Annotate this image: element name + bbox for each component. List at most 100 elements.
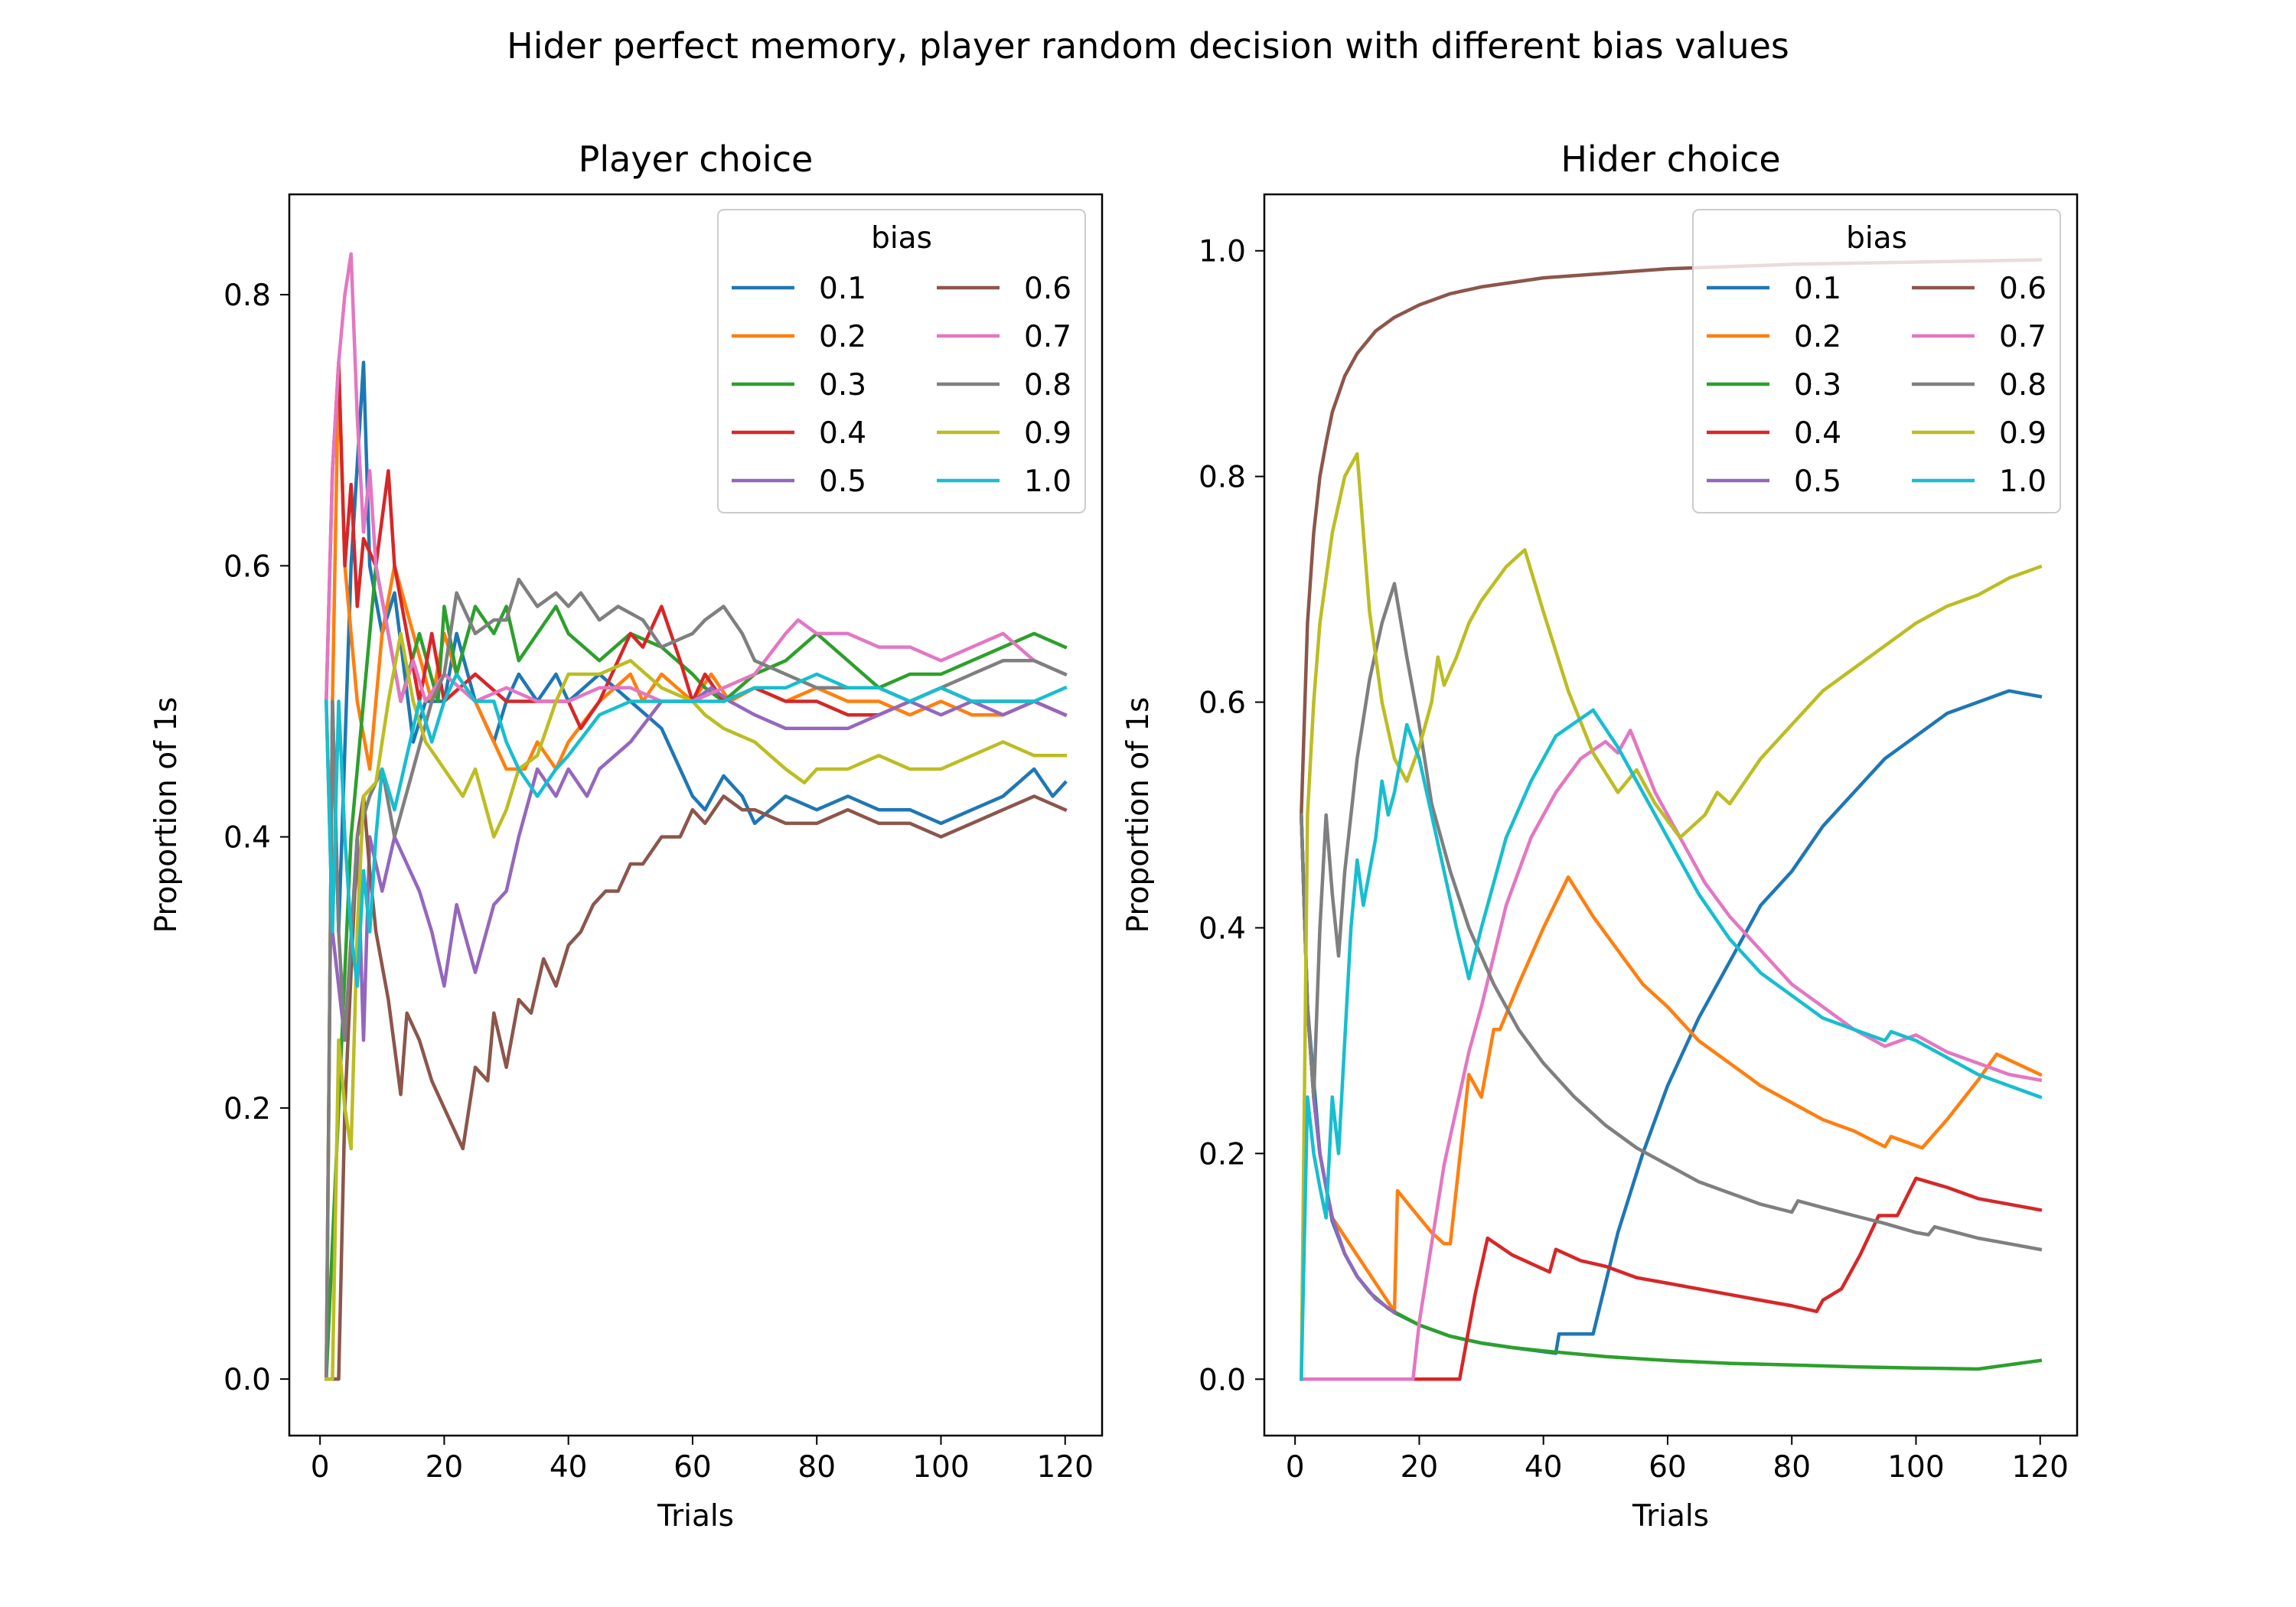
- legend-label: 0.6: [1024, 272, 1071, 306]
- legend-label: 0.4: [819, 416, 866, 451]
- plot-frame: [288, 193, 1104, 1437]
- legend-label: 0.2: [1794, 320, 1841, 354]
- legend-item-1-0: 1.0: [937, 464, 1071, 499]
- legend-label: 0.5: [819, 464, 866, 499]
- series-lines: [324, 252, 1068, 1381]
- legend-item-0-5: 0.5: [732, 464, 866, 499]
- x-tick-label: 120: [1037, 1450, 1094, 1485]
- y-tick-label: 0.6: [223, 549, 271, 584]
- series-line-0-2: [325, 360, 1068, 1381]
- x-tick-label: 80: [797, 1450, 836, 1485]
- legend-item-0-5: 0.5: [1707, 464, 1841, 499]
- y-axis-label: Proportion of 1s: [149, 697, 184, 934]
- x-axis-label: Trials: [657, 1499, 734, 1534]
- y-tick-label: 0.0: [1199, 1363, 1246, 1397]
- legend-label: 0.7: [1999, 320, 2047, 354]
- chart-title: Hider choice: [1561, 139, 1780, 180]
- legend-box: [717, 209, 1086, 513]
- legend-item-0-9: 0.9: [1912, 416, 2047, 451]
- y-tick-label: 0.2: [223, 1092, 271, 1126]
- chart-title: Player choice: [579, 139, 814, 180]
- legend-label: 0.8: [1999, 368, 2047, 403]
- y-tick-label: 0.8: [1199, 461, 1246, 495]
- legend-item-0-6: 0.6: [1912, 272, 2047, 306]
- legend-item-0-3: 0.3: [732, 368, 866, 403]
- x-tick-label: 40: [550, 1450, 588, 1485]
- legend-title: bias: [871, 221, 932, 256]
- x-tick-label: 80: [1773, 1450, 1811, 1485]
- y-axis-label: Proportion of 1s: [1121, 697, 1156, 934]
- y-tick-label: 0.0: [223, 1363, 271, 1397]
- y-tick-label: 0.8: [223, 279, 271, 313]
- legend-label: 0.2: [819, 320, 866, 354]
- chart-hider-choice: Hider choice 0 20 40 60 80 100 120 0.0 0.2 0.4 0.6 0…: [1121, 139, 2079, 1534]
- legend-item-0-9: 0.9: [937, 416, 1071, 451]
- series-line-0-3: [1299, 813, 2043, 1371]
- legend-label: 0.3: [1794, 368, 1841, 403]
- x-tick-label: 20: [426, 1450, 464, 1485]
- y-tick-label: 0.4: [223, 821, 271, 856]
- legend-label: 0.6: [1999, 272, 2047, 306]
- chart-player-choice: Player choice 0 20 40 60 80 100 120 0.0 0.2 0.4 0.6…: [149, 139, 1104, 1534]
- y-tick-label: 0.2: [1199, 1137, 1246, 1172]
- x-axis-label: Trials: [1632, 1499, 1709, 1534]
- x-tick-label: 20: [1401, 1450, 1439, 1485]
- legend-item-0-2: 0.2: [1707, 320, 1841, 354]
- y-tick-label: 0.4: [1199, 911, 1246, 946]
- legend-item-0-4: 0.4: [1707, 416, 1841, 451]
- x-tick-label: 120: [2012, 1450, 2069, 1485]
- legend-item-0-8: 0.8: [1912, 368, 2047, 403]
- series-line-0-2: [1299, 813, 2043, 1314]
- x-tick-label: 40: [1525, 1450, 1563, 1485]
- series-line-0-7: [324, 252, 1068, 703]
- figure-title: Hider perfect memory, player random deci…: [507, 25, 1789, 67]
- x-tick-label: 0: [1286, 1450, 1305, 1485]
- series-line-0-7: [1300, 729, 2043, 1381]
- legend-label: 0.3: [819, 368, 866, 403]
- legend-item-0-6: 0.6: [937, 272, 1071, 306]
- legend-box: [1692, 209, 2061, 513]
- x-tick-label: 100: [912, 1450, 969, 1485]
- plot-frame: [1263, 193, 2079, 1437]
- series-line-1-0: [1300, 708, 2043, 1381]
- series-line-0-1: [325, 360, 1068, 1381]
- legend-label: 0.1: [1794, 272, 1841, 306]
- legend-label: 0.4: [1794, 416, 1841, 451]
- legend-label: 1.0: [1024, 464, 1071, 499]
- legend-item-0-1: 0.1: [1707, 272, 1841, 306]
- legend-label: 0.9: [1999, 416, 2047, 451]
- legend-item-0-2: 0.2: [732, 320, 866, 354]
- series-line-0-4: [324, 360, 1068, 731]
- legend-label: 1.0: [1999, 464, 2047, 499]
- x-tick-label: 60: [673, 1450, 712, 1485]
- series-line-0-6: [325, 794, 1068, 1381]
- x-tick-label: 60: [1649, 1450, 1687, 1485]
- series-line-0-4: [1300, 1176, 2043, 1381]
- legend-label: 0.9: [1024, 416, 1071, 451]
- legend-label: 0.1: [819, 272, 866, 306]
- series-line-1-0: [324, 672, 1068, 988]
- legend-item-0-7: 0.7: [1912, 320, 2047, 354]
- series-line-0-9: [325, 631, 1067, 1381]
- legend-label: 0.8: [1024, 368, 1071, 403]
- series-line-0-9: [1300, 451, 2043, 1381]
- series-line-0-1: [1299, 689, 2043, 1355]
- series-line-0-5: [324, 686, 1068, 1042]
- legend-item-0-4: 0.4: [732, 416, 866, 451]
- legend-label: 0.7: [1024, 320, 1071, 354]
- legend-label: 0.5: [1794, 464, 1841, 499]
- legend-item-1-0: 1.0: [1912, 464, 2047, 499]
- series-line-0-8: [1299, 582, 2043, 1252]
- y-tick-label: 0.6: [1199, 686, 1246, 721]
- legend-title: bias: [1846, 221, 1907, 256]
- legend-item-0-3: 0.3: [1707, 368, 1841, 403]
- x-tick-label: 0: [311, 1450, 330, 1485]
- legend-item-0-7: 0.7: [937, 320, 1071, 354]
- legend-item-0-8: 0.8: [937, 368, 1071, 403]
- legend-item-0-1: 0.1: [732, 272, 866, 306]
- y-tick-label: 1.0: [1199, 235, 1246, 269]
- x-tick-label: 100: [1887, 1450, 1944, 1485]
